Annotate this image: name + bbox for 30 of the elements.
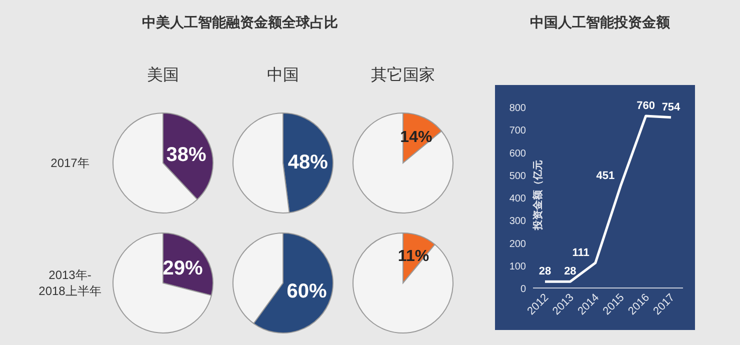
data-label: 28 — [564, 266, 576, 278]
chart-title: 中国 — [267, 66, 299, 84]
chart-title: 美国 — [147, 66, 179, 84]
y-tick-label: 500 — [509, 170, 526, 182]
pie-slice — [352, 232, 454, 334]
data-label: 28 — [538, 266, 552, 278]
data-label: 48% — [288, 151, 328, 174]
y-tick-label: 700 — [509, 126, 526, 137]
chart-title: 其它国家 — [371, 66, 435, 84]
y-tick-label: 800 — [509, 103, 526, 114]
text: 2013年-2018上半年 — [38, 268, 102, 298]
y-tick-label: 0 — [520, 284, 526, 295]
data-label: 38% — [166, 144, 206, 166]
chart-title: 中国人工智能投资金额 — [530, 14, 671, 30]
y-tick-label: 300 — [509, 216, 526, 228]
y-tick-label: 600 — [509, 148, 526, 160]
y-axis-title: 投资金额（亿元 — [532, 160, 544, 231]
data-label: 451 — [596, 170, 615, 182]
pie-slice — [112, 232, 212, 334]
data-label: 60% — [286, 280, 328, 303]
text: 2017年 — [50, 156, 90, 170]
data-label: 760 — [636, 100, 655, 112]
data-label: 29% — [162, 258, 203, 280]
data-label: 111 — [572, 246, 590, 259]
y-tick-label: 200 — [509, 238, 526, 250]
text: 中美人工智能融资金额全球占比 — [142, 14, 338, 30]
y-tick-label: 100 — [509, 261, 526, 272]
y-tick-label: 400 — [509, 194, 526, 204]
data-label: 754 — [662, 101, 682, 114]
pie-slice — [352, 112, 454, 214]
